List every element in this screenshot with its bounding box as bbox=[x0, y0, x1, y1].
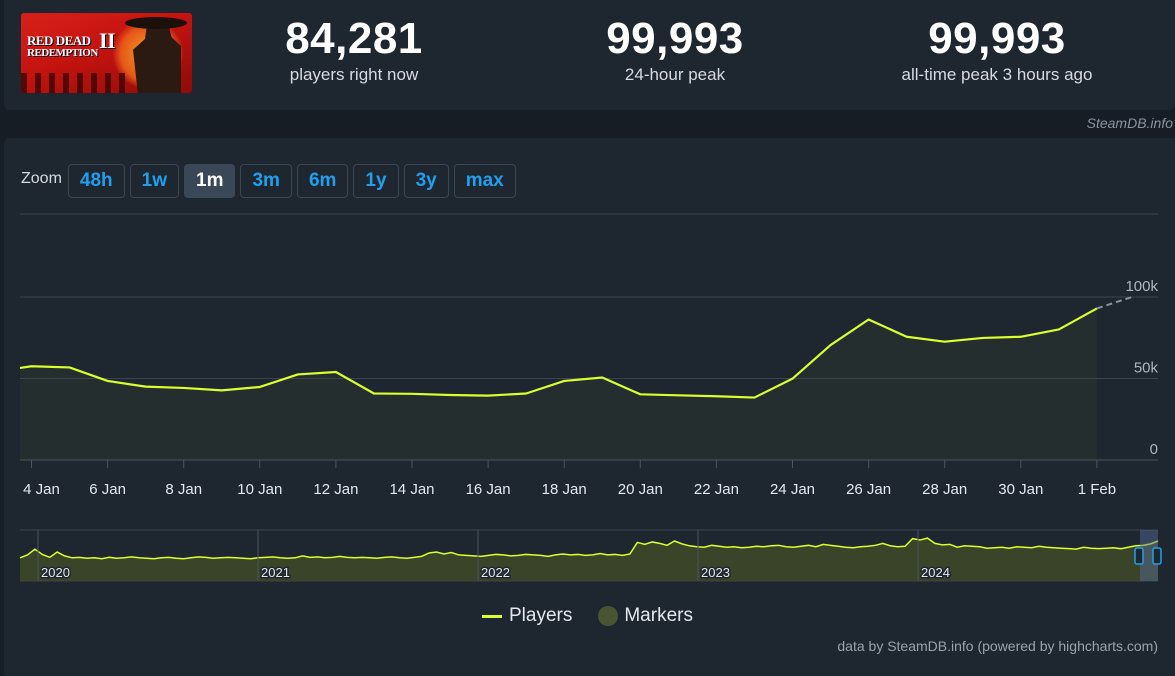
zoom-button-3m[interactable]: 3m bbox=[240, 164, 292, 198]
y-tick-label: 50k bbox=[1134, 360, 1159, 377]
x-tick-label: 10 Jan bbox=[237, 481, 282, 498]
zoom-button-3y[interactable]: 3y bbox=[403, 164, 449, 198]
zoom-button-max[interactable]: max bbox=[453, 164, 516, 198]
logo-hat-graphic bbox=[125, 17, 187, 29]
y-tick-label: 0 bbox=[1150, 441, 1158, 458]
zoom-controls: Zoom 48h 1w 1m 3m 6m 1y 3y max bbox=[21, 163, 521, 199]
navigator-area-fill bbox=[20, 538, 1158, 581]
legend-line-swatch bbox=[482, 614, 502, 618]
player-count-chart[interactable]: 0 50k 100k 4 Jan 6 Jan 8 Jan 10 Jan 12 Jan 14 Ja… bbox=[0, 200, 1175, 510]
stat-current-players: 84,281 players right now bbox=[204, 14, 504, 86]
stat-all-time-peak: 99,993 all-time peak 3 hours ago bbox=[847, 14, 1147, 86]
x-tick-label: 1 Feb bbox=[1078, 481, 1116, 498]
y-tick-label: 100k bbox=[1125, 278, 1158, 295]
x-tick-label: 22 Jan bbox=[694, 481, 739, 498]
navigator-year-label: 2022 bbox=[481, 565, 510, 580]
game-logo[interactable]: RED DEAD REDEMPTION II bbox=[21, 13, 192, 93]
legend-dot-swatch bbox=[598, 606, 619, 626]
stat-label: all-time peak 3 hours ago bbox=[901, 65, 1093, 84]
stat-24h-peak: 99,993 24-hour peak bbox=[525, 14, 825, 86]
stat-value: 99,993 bbox=[606, 14, 744, 63]
x-tick-label: 16 Jan bbox=[466, 481, 511, 498]
stat-label: players right now bbox=[289, 65, 419, 84]
legend-label-players: Players bbox=[509, 605, 573, 626]
x-tick-label: 24 Jan bbox=[770, 481, 815, 498]
legend-label-markers: Markers bbox=[624, 605, 693, 626]
x-tick-label: 18 Jan bbox=[542, 481, 587, 498]
stat-value: 84,281 bbox=[285, 14, 423, 63]
stats-header bbox=[4, 0, 1175, 110]
x-tick-label: 8 Jan bbox=[165, 481, 202, 498]
chart-legend: Players Markers bbox=[0, 605, 1175, 627]
zoom-button-48h[interactable]: 48h bbox=[67, 164, 125, 198]
stat-value: 99,993 bbox=[928, 14, 1066, 63]
x-tick-label: 14 Jan bbox=[389, 481, 434, 498]
zoom-button-1y[interactable]: 1y bbox=[353, 164, 399, 198]
x-tick-label: 28 Jan bbox=[922, 481, 967, 498]
navigator-selection-mask[interactable] bbox=[1140, 530, 1158, 581]
navigator-year-label: 2021 bbox=[261, 565, 290, 580]
x-tick-label: 6 Jan bbox=[89, 481, 126, 498]
zoom-button-1w[interactable]: 1w bbox=[129, 164, 180, 198]
players-series-line[interactable] bbox=[19, 307, 1098, 399]
navigator-year-label: 2024 bbox=[921, 565, 950, 580]
chart-panel bbox=[4, 138, 1175, 676]
x-tick-label: 26 Jan bbox=[846, 481, 891, 498]
legend-item-players[interactable]: Players bbox=[482, 605, 572, 627]
x-tick-label: 20 Jan bbox=[618, 481, 663, 498]
legend-item-markers[interactable]: Markers bbox=[598, 605, 693, 627]
zoom-button-1m[interactable]: 1m bbox=[184, 164, 236, 198]
x-tick-label: 12 Jan bbox=[313, 481, 358, 498]
navigator-chart[interactable]: 2020 2021 2022 2023 2024 bbox=[0, 520, 1175, 590]
navigator-series-line bbox=[19, 537, 1159, 560]
x-tick-label: 4 Jan bbox=[23, 481, 60, 498]
zoom-button-6m[interactable]: 6m bbox=[296, 164, 349, 198]
navigator-handle-left[interactable] bbox=[1134, 547, 1144, 565]
x-tick-label: 30 Jan bbox=[998, 481, 1043, 498]
logo-riders-graphic bbox=[21, 73, 133, 93]
stat-label: 24-hour peak bbox=[624, 65, 726, 84]
highcharts-credit[interactable]: data by SteamDB.info (powered by highcha… bbox=[837, 638, 1158, 654]
navigator-handle-right[interactable] bbox=[1152, 547, 1162, 565]
navigator-year-label: 2020 bbox=[41, 565, 70, 580]
steamdb-credit[interactable]: SteamDB.info bbox=[1086, 115, 1173, 131]
logo-title: RED DEAD REDEMPTION II bbox=[27, 28, 116, 60]
projection-line bbox=[1096, 296, 1133, 310]
navigator-year-label: 2023 bbox=[701, 565, 730, 580]
players-area-fill bbox=[20, 308, 1097, 460]
zoom-label: Zoom bbox=[21, 170, 62, 187]
